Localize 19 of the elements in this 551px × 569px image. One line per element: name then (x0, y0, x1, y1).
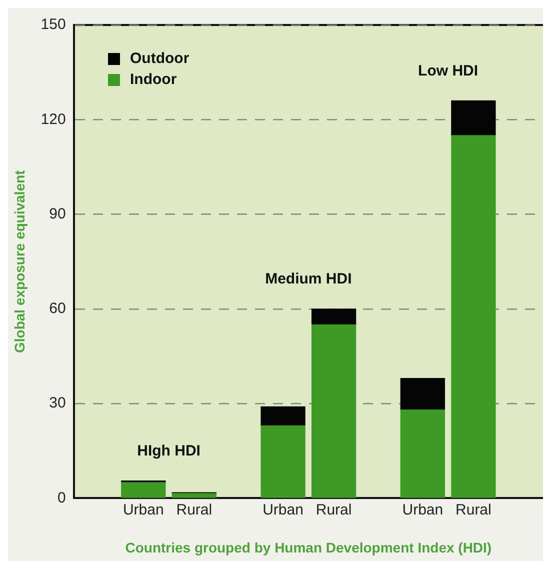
y-tick-label: 120 (40, 110, 66, 128)
x-axis-title: Countries grouped by Human Development Index (HDI) (125, 539, 492, 556)
legend-label: Indoor (130, 70, 177, 90)
x-tick-label: Urban (122, 501, 164, 518)
x-tick-label: Rural (456, 501, 492, 518)
y-tick-label: 60 (49, 300, 66, 318)
x-tick-label: Urban (402, 501, 444, 518)
y-axis-title: Global exposure equivalent (11, 170, 28, 354)
y-tick-label: 150 (40, 16, 66, 34)
legend-label: Outdoor (130, 49, 190, 69)
x-tick-label: Rural (176, 501, 212, 518)
annotation: Medium HDI (265, 270, 352, 288)
annotation: Low HDI (418, 62, 478, 80)
y-tick-label: 0 (57, 489, 66, 506)
y-tick-label: 30 (49, 394, 66, 412)
x-tick-label: Rural (316, 501, 352, 518)
x-tick-label: Urban (262, 501, 304, 518)
y-tick-label: 90 (49, 205, 66, 222)
annotation: HIgh HDI (137, 442, 200, 460)
